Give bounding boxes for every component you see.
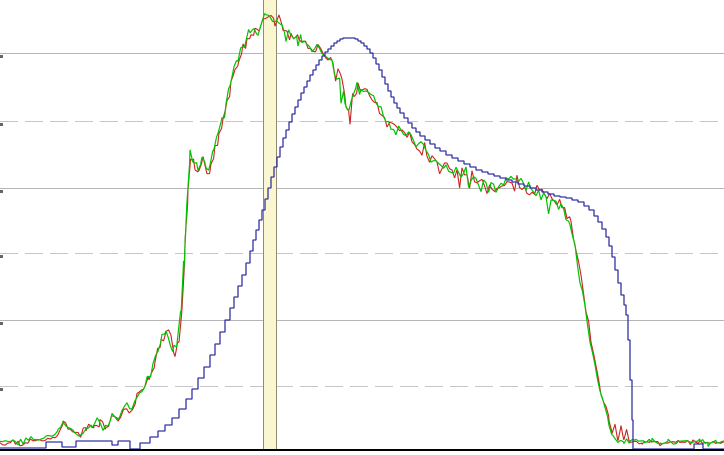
series-green-trace [0,13,724,447]
left-axis-tick [0,190,3,193]
left-axis-tick [0,388,3,391]
left-axis-tick [0,55,3,58]
series-blue-trace [0,37,724,450]
cursor-band [263,0,276,449]
series-red-trace [0,14,724,447]
left-axis-tick [0,123,3,126]
left-axis-tick [0,322,3,325]
left-axis-tick [0,255,3,258]
